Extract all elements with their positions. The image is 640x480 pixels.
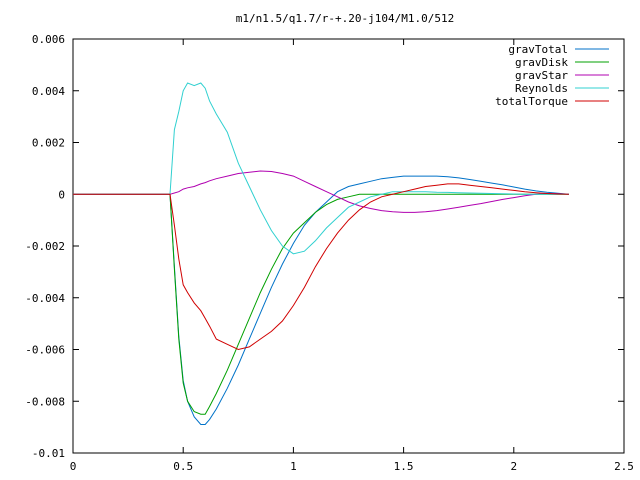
y-tick-label: -0.008 [25,395,65,408]
x-tick-label: 2 [510,460,517,473]
legend: gravTotalgravDiskgravStarReynoldstotalTo… [495,43,609,108]
plot-area [73,82,569,425]
x-tick-label: 1.5 [394,460,414,473]
series-line-gravDisk [73,193,569,415]
legend-label-Reynolds: Reynolds [515,82,568,95]
x-tick-label: 0.5 [173,460,193,473]
y-tick-label: -0.006 [25,344,65,357]
series-line-gravStar [73,170,569,213]
axes: 0 0.5 1 1.5 2 2.5 -0.01 -0.008 -0.006 -0.004 -0.00… [25,33,634,473]
y-tick-label: 0.004 [32,85,65,98]
x-tick-label: 0 [70,460,77,473]
y-tick-label: -0.002 [25,240,65,253]
legend-label-gravStar: gravStar [515,69,568,82]
y-tick-label: -0.004 [25,292,65,305]
series-line-Reynolds [73,82,569,255]
series-line-totalTorque [73,183,569,351]
y-tick-label: -0.01 [32,447,65,460]
x-tick-label: 1 [290,460,297,473]
y-tick-label: 0 [58,188,65,201]
chart-title: m1/n1.5/q1.7/r-+.20-j104/M1.0/512 [236,12,455,25]
legend-label-gravTotal: gravTotal [508,43,568,56]
y-tick-label: 0.002 [32,137,65,150]
series-line-gravTotal [73,175,569,425]
y-tick-label: 0.006 [32,33,65,46]
x-tick-label: 2.5 [614,460,634,473]
legend-label-totalTorque: totalTorque [495,95,568,108]
legend-label-gravDisk: gravDisk [515,56,568,69]
